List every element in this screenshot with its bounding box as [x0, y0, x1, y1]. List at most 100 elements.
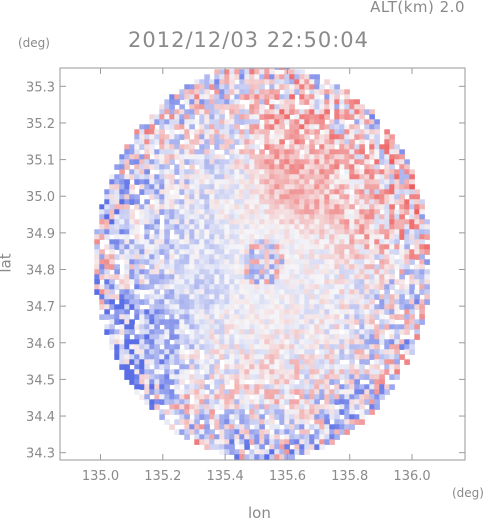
heatmap-cell — [319, 274, 325, 280]
heatmap-cell — [99, 314, 105, 320]
heatmap-cell — [254, 299, 260, 305]
heatmap-cell — [179, 114, 185, 120]
heatmap-cell — [224, 139, 230, 145]
heatmap-cell — [204, 409, 210, 415]
heatmap-cell — [194, 229, 200, 235]
heatmap-cell — [264, 304, 270, 310]
heatmap-cell — [209, 189, 215, 195]
heatmap-cell — [384, 144, 390, 150]
heatmap-cell — [169, 99, 175, 105]
heatmap-cell — [169, 129, 175, 135]
heatmap-cell — [184, 139, 190, 145]
heatmap-cell — [274, 404, 280, 410]
heatmap-cell — [179, 244, 185, 250]
heatmap-cell — [394, 294, 400, 300]
heatmap-cell — [139, 364, 145, 370]
heatmap-cell — [294, 274, 300, 280]
heatmap-cell — [309, 139, 315, 145]
heatmap-cell — [314, 234, 320, 240]
heatmap-cell — [154, 264, 160, 270]
heatmap-cell — [414, 294, 420, 300]
heatmap-cell — [329, 124, 335, 130]
heatmap-cell — [309, 339, 315, 345]
heatmap-cell — [274, 189, 280, 195]
heatmap-cell — [219, 174, 225, 180]
heatmap-cell — [394, 219, 400, 225]
heatmap-cell — [174, 399, 180, 405]
heatmap-cell — [214, 169, 220, 175]
heatmap-cell — [154, 134, 160, 140]
heatmap-cell — [119, 234, 125, 240]
heatmap-cell — [264, 329, 270, 335]
heatmap-cell — [374, 389, 380, 395]
heatmap-cell — [279, 214, 285, 220]
heatmap-cell — [414, 229, 420, 235]
heatmap-cell — [279, 124, 285, 130]
heatmap-cell — [414, 304, 420, 310]
heatmap-cell — [324, 329, 330, 335]
heatmap-cell — [299, 219, 305, 225]
heatmap-cell — [229, 234, 235, 240]
heatmap-cell — [424, 244, 430, 250]
heatmap-cell — [104, 244, 110, 250]
heatmap-cell — [374, 164, 380, 170]
heatmap-cell — [324, 264, 330, 270]
heatmap-cell — [159, 299, 165, 305]
heatmap-cell — [359, 359, 365, 365]
heatmap-cell — [374, 294, 380, 300]
heatmap-cell — [279, 99, 285, 105]
heatmap-cell — [374, 134, 380, 140]
heatmap-cell — [174, 144, 180, 150]
heatmap-cell — [164, 199, 170, 205]
heatmap-cell — [239, 424, 245, 430]
heatmap-cell — [109, 194, 115, 200]
heatmap-cell — [269, 174, 275, 180]
heatmap-cell — [289, 144, 295, 150]
heatmap-cell — [244, 214, 250, 220]
heatmap-cell — [349, 279, 355, 285]
heatmap-cell — [204, 174, 210, 180]
heatmap-cell — [354, 279, 360, 285]
heatmap-cell — [274, 199, 280, 205]
heatmap-cell — [224, 434, 230, 440]
heatmap-cell — [244, 249, 250, 255]
heatmap-cell — [409, 209, 415, 215]
heatmap-cell — [284, 314, 290, 320]
heatmap-cell — [259, 194, 265, 200]
heatmap-cell — [299, 99, 305, 105]
heatmap-cell — [199, 104, 205, 110]
heatmap-cell — [254, 389, 260, 395]
heatmap-cell — [234, 244, 240, 250]
heatmap-cell — [164, 184, 170, 190]
heatmap-cell — [269, 69, 275, 75]
heatmap-cell — [229, 194, 235, 200]
heatmap-cell — [134, 149, 140, 155]
heatmap-cell — [194, 204, 200, 210]
heatmap-cell — [374, 199, 380, 205]
heatmap-cell — [219, 214, 225, 220]
heatmap-cell — [214, 314, 220, 320]
heatmap-cell — [319, 159, 325, 165]
heatmap-cell — [194, 404, 200, 410]
heatmap-cell — [114, 244, 120, 250]
heatmap-cell — [324, 414, 330, 420]
heatmap-cell — [359, 179, 365, 185]
heatmap-cell — [404, 304, 410, 310]
heatmap-cell — [279, 384, 285, 390]
heatmap-cell — [334, 229, 340, 235]
heatmap-cell — [389, 369, 395, 375]
heatmap-cell — [139, 244, 145, 250]
heatmap-cell — [314, 149, 320, 155]
heatmap-cell — [329, 194, 335, 200]
heatmap-cell — [334, 204, 340, 210]
heatmap-cell — [389, 299, 395, 305]
heatmap-cell — [119, 299, 125, 305]
heatmap-cell — [209, 274, 215, 280]
heatmap-cell — [294, 184, 300, 190]
heatmap-cell — [334, 299, 340, 305]
heatmap-cell — [379, 194, 385, 200]
heatmap-cell — [319, 234, 325, 240]
heatmap-cell — [294, 174, 300, 180]
heatmap-cell — [399, 194, 405, 200]
heatmap-cell — [249, 274, 255, 280]
